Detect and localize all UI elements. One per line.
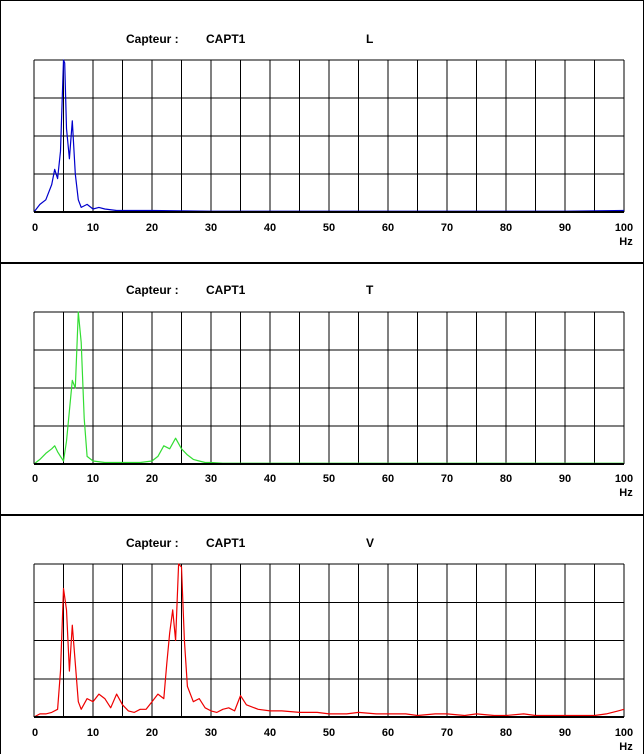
x-tick-label: 90	[559, 222, 571, 234]
x-tick-label: 70	[441, 473, 453, 485]
spectrum-chart-v: 0 10 20 30 40 50 60 70 80 90 100 Hz	[32, 563, 633, 753]
x-tick-label: 60	[382, 222, 394, 234]
x-tick-label: 10	[87, 473, 99, 485]
x-tick-label: 0	[32, 222, 38, 234]
sensor-name: CAPT1	[206, 283, 246, 297]
x-tick-label: 20	[146, 727, 158, 739]
x-tick-label: 30	[205, 222, 217, 234]
sensor-label: Capteur :	[126, 536, 179, 550]
x-tick-label: 50	[323, 727, 335, 739]
x-tick-label: 80	[500, 222, 512, 234]
axis-name: V	[366, 536, 375, 550]
x-axis-unit-label: Hz	[619, 741, 633, 753]
x-tick-label: 90	[559, 473, 571, 485]
x-tick-label: 70	[441, 727, 453, 739]
sensor-label: Capteur :	[126, 283, 179, 297]
x-tick-label: 30	[205, 727, 217, 739]
x-tick-label: 90	[559, 727, 571, 739]
spectrum-panel-t: Capteur : CAPT1 T 0 10 20 30 40 50 60 70 80 90 100…	[0, 262, 644, 514]
x-tick-label: 0	[32, 473, 38, 485]
x-tick-label: 100	[615, 473, 633, 485]
spectrum-chart-t: 0 10 20 30 40 50 60 70 80 90 100 Hz	[32, 311, 633, 499]
x-tick-label: 60	[382, 473, 394, 485]
x-tick-label: 80	[500, 473, 512, 485]
x-tick-label: 70	[441, 222, 453, 234]
x-tick-label: 20	[146, 222, 158, 234]
axis-name: T	[366, 283, 374, 297]
spectrum-panel-v: Capteur : CAPT1 V 0 10 20 30 40 50 60 70 80 90 100…	[0, 514, 644, 754]
axis-name: L	[366, 32, 374, 46]
spectrum-chart-l: 0 10 20 30 40 50 60 70 80 90 100 Hz	[32, 59, 633, 248]
sensor-name: CAPT1	[206, 536, 246, 550]
x-tick-label: 10	[87, 222, 99, 234]
x-tick-label: 30	[205, 473, 217, 485]
x-tick-label: 40	[264, 727, 276, 739]
x-tick-label: 40	[264, 222, 276, 234]
x-tick-label: 60	[382, 727, 394, 739]
spectrum-line	[33, 563, 625, 718]
x-tick-label: 80	[500, 727, 512, 739]
x-tick-label: 100	[615, 727, 633, 739]
x-axis-unit-label: Hz	[619, 487, 633, 499]
x-tick-label: 50	[323, 222, 335, 234]
x-tick-label: 20	[146, 473, 158, 485]
sensor-name: CAPT1	[206, 32, 246, 46]
spectrum-panel-l: Capteur : CAPT1 L 0 10 20 30 40 50 60 70 80 90 100…	[0, 0, 644, 262]
x-tick-label: 10	[87, 727, 99, 739]
x-tick-label: 100	[615, 222, 633, 234]
sensor-label: Capteur :	[126, 32, 179, 46]
x-tick-label: 50	[323, 473, 335, 485]
x-tick-label: 40	[264, 473, 276, 485]
x-axis-unit-label: Hz	[619, 236, 633, 248]
x-tick-label: 0	[32, 727, 38, 739]
